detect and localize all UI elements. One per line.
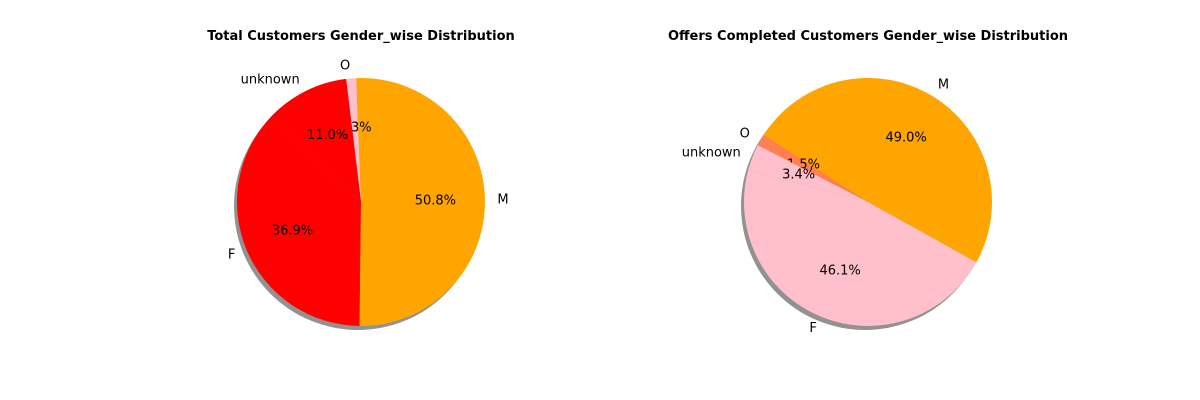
slice-label: O (340, 59, 350, 74)
pie-slice-o (757, 135, 868, 202)
pie-slice-f (236, 116, 361, 326)
slice-label: unknown (682, 145, 741, 160)
pie-slice-m (356, 77, 485, 326)
slice-label: M (497, 193, 508, 208)
pie-slice-m (763, 77, 992, 263)
slice-label: unknown (241, 73, 300, 88)
pie-slice-o (346, 78, 361, 202)
slice-label: M (938, 77, 949, 92)
slice-percent-label: 46.1% (819, 264, 860, 279)
slice-percent-label: 3.4% (782, 168, 815, 183)
chart-title: Offers Completed Customers Gender_wise D… (668, 29, 1068, 44)
pie-slice-f (744, 169, 977, 326)
pie-slice-unknown (271, 78, 361, 202)
chart-title: Total Customers Gender_wise Distribution (207, 29, 515, 44)
slice-label: F (228, 248, 235, 263)
slice-percent-label: 36.9% (272, 224, 313, 239)
pie-slice-unknown (748, 145, 868, 202)
slice-percent-label: 49.0% (885, 131, 926, 146)
slice-label: O (740, 126, 750, 141)
slice-percent-label: 11.0% (307, 128, 348, 143)
slice-label: F (809, 321, 816, 336)
slice-percent-label: 50.8% (415, 194, 456, 209)
